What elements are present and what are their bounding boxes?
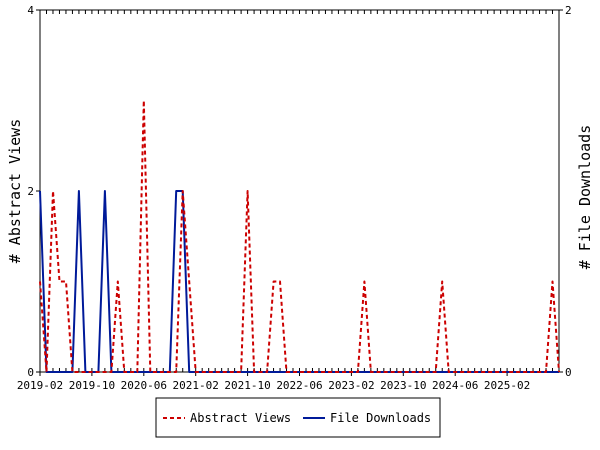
plot-area [39, 9, 560, 373]
tick-labels: 2019-02 2019-10 2020-06 2021-02 2021-10 2022-… [17, 4, 572, 392]
y-axis-left-label: # Abstract Views [6, 119, 24, 264]
y-left-tick-label: 4 [27, 4, 34, 17]
y-left-tick-label: 2 [27, 185, 34, 198]
legend-box [155, 397, 441, 438]
legend-file-downloads-label: File Downloads [330, 411, 431, 425]
x-tick-label: 2025-02 [484, 379, 530, 392]
x-tick-label: 2023-02 [328, 379, 374, 392]
x-tick-label: 2022-06 [276, 379, 322, 392]
y-right-tick-label: 0 [565, 366, 572, 379]
x-tick-label: 2021-02 [173, 379, 219, 392]
x-tick-label: 2024-06 [432, 379, 478, 392]
y-right-tick-label: 2 [565, 4, 572, 17]
y-left-tick-label: 0 [27, 366, 34, 379]
x-tick-label: 2019-10 [69, 379, 115, 392]
legend-abstract-views-label: Abstract Views [190, 411, 291, 425]
x-tick-label: 2021-10 [224, 379, 270, 392]
x-tick-label: 2019-02 [17, 379, 63, 392]
x-tick-label: 2020-06 [121, 379, 167, 392]
series-lines [39, 99, 560, 373]
legend: Abstract Views File Downloads [155, 397, 441, 438]
x-tick-label: 2023-10 [380, 379, 426, 392]
y-axis-right-label: # File Downloads [576, 125, 594, 270]
abstract-views-line [39, 99, 560, 373]
